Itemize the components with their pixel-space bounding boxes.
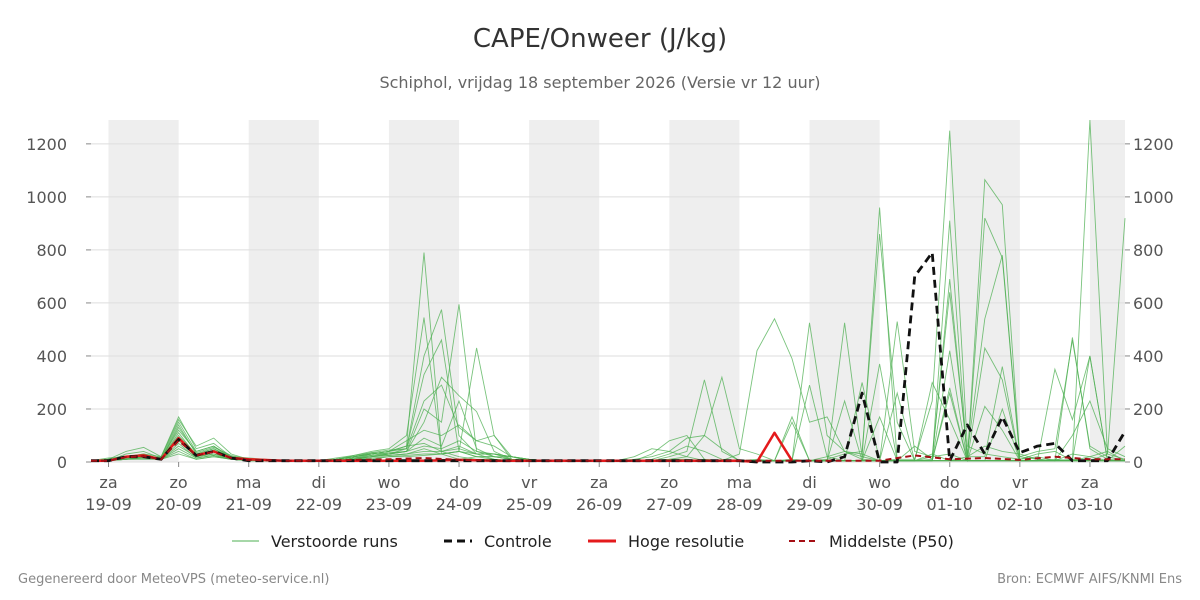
x-tick-weekday: za xyxy=(590,473,608,492)
y-tick-label-left: 1000 xyxy=(26,188,67,207)
x-tick-date: 25-09 xyxy=(506,495,553,514)
control-line xyxy=(91,251,1127,464)
x-axis: za 19-09 zo 20-09 ma 21-09 di 22-09 wo 23-09 do 24-… xyxy=(85,462,1113,514)
y-tick-label-right: 1000 xyxy=(1133,188,1174,207)
x-tick-weekday: wo xyxy=(377,473,400,492)
weekend-band xyxy=(108,120,179,462)
x-tick-weekday: vr xyxy=(521,473,537,492)
x-tick-date: 30-09 xyxy=(856,495,903,514)
y-tick-label-right: 1200 xyxy=(1133,135,1174,154)
legend: Verstoorde runs Controle Hoge resolutie Mid… xyxy=(232,532,954,551)
x-tick-weekday: do xyxy=(449,473,469,492)
legend-label-median: Middelste (P50) xyxy=(829,532,954,551)
x-tick-weekday: di xyxy=(312,473,327,492)
main-lines xyxy=(91,251,1127,464)
legend-label-hires: Hoge resolutie xyxy=(628,532,744,551)
x-tick-date: 26-09 xyxy=(576,495,623,514)
day-bands xyxy=(108,120,1125,462)
x-tick-weekday: do xyxy=(940,473,960,492)
footer-generated-by: Gegenereerd door MeteoVPS (meteo-service… xyxy=(18,572,330,587)
legend-label-ensemble: Verstoorde runs xyxy=(271,532,398,551)
y-tick-label-right: 400 xyxy=(1133,347,1164,366)
x-tick-date: 28-09 xyxy=(716,495,763,514)
x-tick-date: 01-10 xyxy=(926,495,973,514)
y-tick-label-left: 200 xyxy=(36,400,67,419)
weekend-band xyxy=(388,120,460,462)
x-tick-weekday: vr xyxy=(1012,473,1028,492)
y-tick-label-right: 200 xyxy=(1133,400,1164,419)
weekend-band xyxy=(248,120,319,462)
x-tick-date: 24-09 xyxy=(436,495,483,514)
x-tick-date: 22-09 xyxy=(296,495,343,514)
y-tick-label-right: 600 xyxy=(1133,294,1164,313)
chart-title: CAPE/Onweer (J/kg) xyxy=(472,24,728,54)
x-tick-weekday: zo xyxy=(170,473,188,492)
x-tick-date: 02-10 xyxy=(997,495,1044,514)
x-tick-date: 20-09 xyxy=(155,495,202,514)
y-tick-label-left: 800 xyxy=(36,241,67,260)
median-line xyxy=(91,439,1125,462)
x-tick-weekday: zo xyxy=(660,473,678,492)
x-tick-weekday: za xyxy=(99,473,117,492)
x-tick-date: 29-09 xyxy=(786,495,833,514)
y-tick-label-right: 800 xyxy=(1133,241,1164,260)
legend-label-control: Controle xyxy=(484,532,552,551)
y-axis-right: 0 200 400 600 800 1000 1200 xyxy=(1125,135,1174,472)
x-tick-date: 27-09 xyxy=(646,495,693,514)
y-tick-label-right: 0 xyxy=(1133,453,1143,472)
y-tick-label-left: 0 xyxy=(57,453,67,472)
y-tick-label-left: 1200 xyxy=(26,135,67,154)
x-tick-weekday: ma xyxy=(236,473,261,492)
x-tick-date: 03-10 xyxy=(1067,495,1114,514)
weekend-band xyxy=(669,120,740,462)
x-tick-weekday: wo xyxy=(868,473,891,492)
weekend-band xyxy=(529,120,600,462)
x-tick-date: 19-09 xyxy=(85,495,132,514)
footer-source: Bron: ECMWF AIFS/KNMI Ens xyxy=(997,572,1182,587)
y-tick-label-left: 400 xyxy=(36,347,67,366)
y-tick-label-left: 600 xyxy=(36,294,67,313)
chart-subtitle: Schiphol, vrijdag 18 september 2026 (Ver… xyxy=(379,73,821,92)
x-tick-weekday: za xyxy=(1081,473,1099,492)
x-tick-date: 21-09 xyxy=(225,495,272,514)
x-tick-weekday: di xyxy=(802,473,817,492)
x-tick-date: 23-09 xyxy=(366,495,413,514)
x-tick-weekday: ma xyxy=(727,473,752,492)
weekend-band xyxy=(809,120,880,462)
y-axis-left: 0 200 400 600 800 1000 1200 xyxy=(26,135,91,472)
